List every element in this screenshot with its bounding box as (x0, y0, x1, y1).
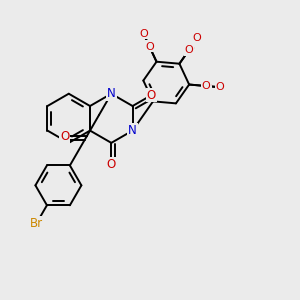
Text: N: N (128, 124, 137, 137)
Text: O: O (60, 130, 70, 143)
Text: O: O (139, 29, 148, 39)
Text: O: O (193, 33, 202, 43)
Text: O: O (107, 158, 116, 171)
Text: Br: Br (30, 217, 43, 230)
Text: O: O (216, 82, 224, 92)
Text: O: O (145, 40, 153, 50)
Text: O: O (184, 45, 193, 55)
Text: O: O (201, 81, 210, 91)
Text: O: O (202, 81, 211, 91)
Text: O: O (185, 44, 194, 54)
Text: N: N (107, 87, 116, 100)
Text: O: O (145, 42, 154, 52)
Text: O: O (147, 88, 156, 102)
